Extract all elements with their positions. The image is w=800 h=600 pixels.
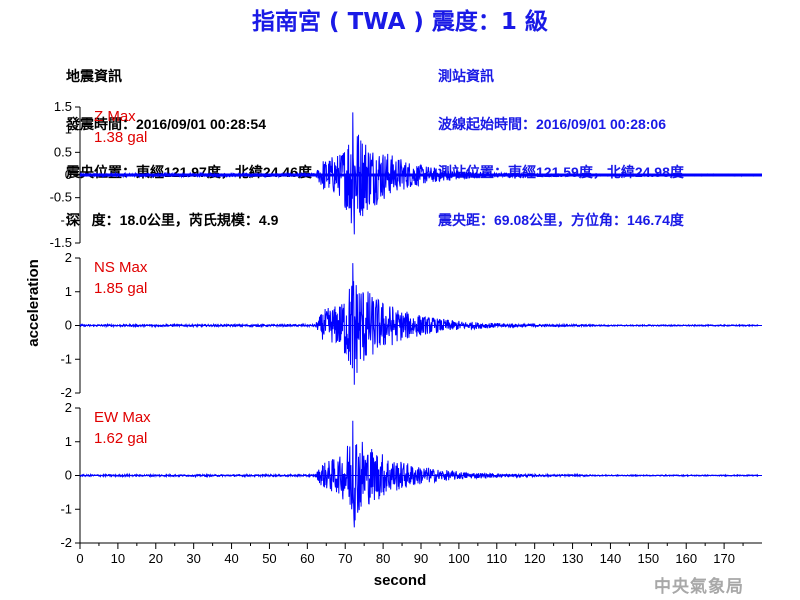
x-tick-label: 90	[414, 551, 428, 566]
peak-label-NS: NS Max	[94, 259, 148, 276]
waveform-start-time: 波線起始時間：2016/09/01 00:28:06	[438, 116, 666, 132]
waveform-Z	[79, 112, 759, 235]
peak-value-EW: 1.62 gal	[94, 430, 147, 447]
x-tick-label: 60	[300, 551, 314, 566]
y-tick-label-EW: -2	[60, 535, 72, 550]
y-tick-label-EW: 0	[65, 468, 72, 483]
x-tick-label: 10	[111, 551, 125, 566]
agency-watermark: 中央氣象局	[654, 577, 744, 597]
x-tick-label: 140	[600, 551, 622, 566]
station-info-heading: 測站資訊	[438, 68, 494, 84]
y-axis-title: acceleration	[25, 259, 42, 347]
waveform-NS	[79, 263, 759, 385]
peak-value-Z: 1.38 gal	[94, 129, 147, 146]
y-tick-label-Z: 0.5	[54, 144, 72, 159]
y-tick-label-Z: 0	[65, 167, 72, 182]
depth-magnitude: 深 度：18.0公里，芮氏規模：4.9	[66, 212, 279, 228]
x-tick-label: 110	[486, 551, 507, 566]
y-tick-label-NS: -1	[60, 351, 72, 366]
origin-time: 發震時間：2016/09/01 00:28:54	[66, 116, 266, 132]
y-tick-label-Z: 1	[65, 122, 72, 137]
peak-label-Z: Z Max	[94, 108, 136, 125]
y-tick-label-Z: 1.5	[54, 99, 72, 114]
x-tick-label: 70	[338, 551, 352, 566]
x-tick-label: 40	[224, 551, 238, 566]
y-tick-label-Z: -1	[60, 212, 72, 227]
x-tick-label: 50	[262, 551, 276, 566]
x-tick-label: 150	[637, 551, 659, 566]
x-tick-label: 160	[675, 551, 697, 566]
y-tick-label-EW: 1	[65, 434, 72, 449]
y-tick-label-EW: -1	[60, 501, 72, 516]
x-tick-label: 130	[562, 551, 584, 566]
y-tick-label-NS: 1	[65, 284, 72, 299]
x-tick-label: 30	[186, 551, 200, 566]
y-tick-label-NS: -2	[60, 385, 72, 400]
y-tick-label-Z: -1.5	[50, 235, 72, 250]
epicentral-distance: 震央距：69.08公里，方位角：146.74度	[438, 212, 684, 228]
earthquake-info: 地震資訊 發震時間：2016/09/01 00:28:54 震央位置：東經121…	[66, 36, 312, 244]
waveform-EW	[79, 420, 759, 528]
peak-value-NS: 1.85 gal	[94, 280, 147, 297]
earthquake-info-heading: 地震資訊	[66, 68, 122, 84]
x-axis-title: second	[374, 572, 427, 589]
peak-label-EW: EW Max	[94, 409, 151, 426]
y-tick-label-NS: 2	[65, 250, 72, 265]
x-tick-label: 0	[76, 551, 83, 566]
x-tick-label: 170	[713, 551, 735, 566]
y-tick-label-EW: 2	[65, 400, 72, 415]
y-tick-label-Z: -0.5	[50, 190, 72, 205]
y-tick-label-NS: 0	[65, 318, 72, 333]
chart-title: 指南宮 ( TWA ) 震度：1 級	[252, 9, 548, 35]
x-tick-label: 80	[376, 551, 390, 566]
x-tick-label: 20	[149, 551, 163, 566]
x-tick-label: 100	[448, 551, 470, 566]
station-info: 測站資訊 波線起始時間：2016/09/01 00:28:06 測站位置：東經1…	[438, 36, 684, 244]
x-tick-label: 120	[524, 551, 546, 566]
